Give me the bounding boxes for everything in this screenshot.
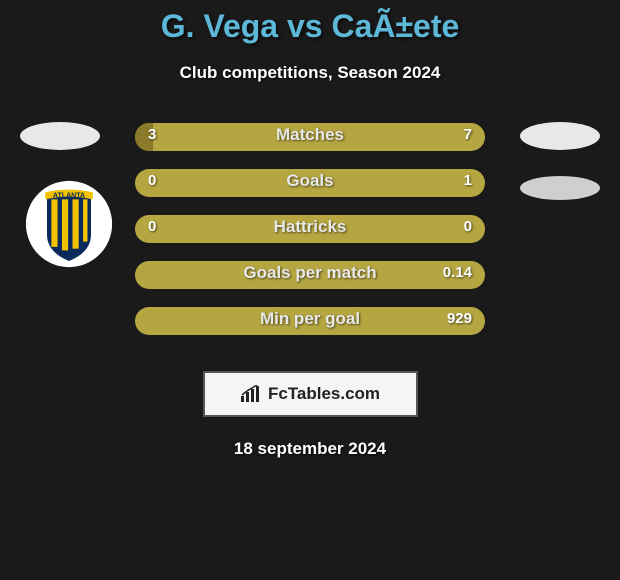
stat-label: Goals per match [135, 263, 485, 283]
page-title: G. Vega vs CaÃ±ete [0, 8, 620, 45]
page-subtitle: Club competitions, Season 2024 [0, 63, 620, 83]
stats-area: Matches37Goals01Hattricks00Goals per mat… [0, 123, 620, 353]
stat-value-right: 929 [447, 310, 472, 327]
comparison-panel: G. Vega vs CaÃ±ete Club competitions, Se… [0, 0, 620, 459]
stat-value-right: 7 [464, 126, 472, 143]
stat-row: Goals0 1 [0, 169, 620, 215]
stat-value-right: 1 [464, 172, 472, 189]
stat-value-left: 0 [148, 172, 156, 189]
stat-row: Matches3 7 [0, 123, 620, 169]
stat-value-right: 0 [464, 218, 472, 235]
stat-label: Hattricks [135, 217, 485, 237]
date-line: 18 september 2024 [0, 439, 620, 459]
stat-value-right: 0.14 [443, 264, 472, 281]
footer-brand-box[interactable]: FcTables.com [203, 371, 418, 417]
stat-row: Hattricks0 0 [0, 215, 620, 261]
stat-value-left: 3 [148, 126, 156, 143]
stat-value-left: 0 [148, 218, 156, 235]
stat-row: Min per goal929 [0, 307, 620, 353]
stat-label: Min per goal [135, 309, 485, 329]
stat-label: Goals [135, 171, 485, 191]
stat-label: Matches [135, 125, 485, 145]
chart-icon [240, 385, 262, 403]
footer-brand-text: FcTables.com [268, 384, 380, 404]
stat-row: Goals per match0.14 [0, 261, 620, 307]
